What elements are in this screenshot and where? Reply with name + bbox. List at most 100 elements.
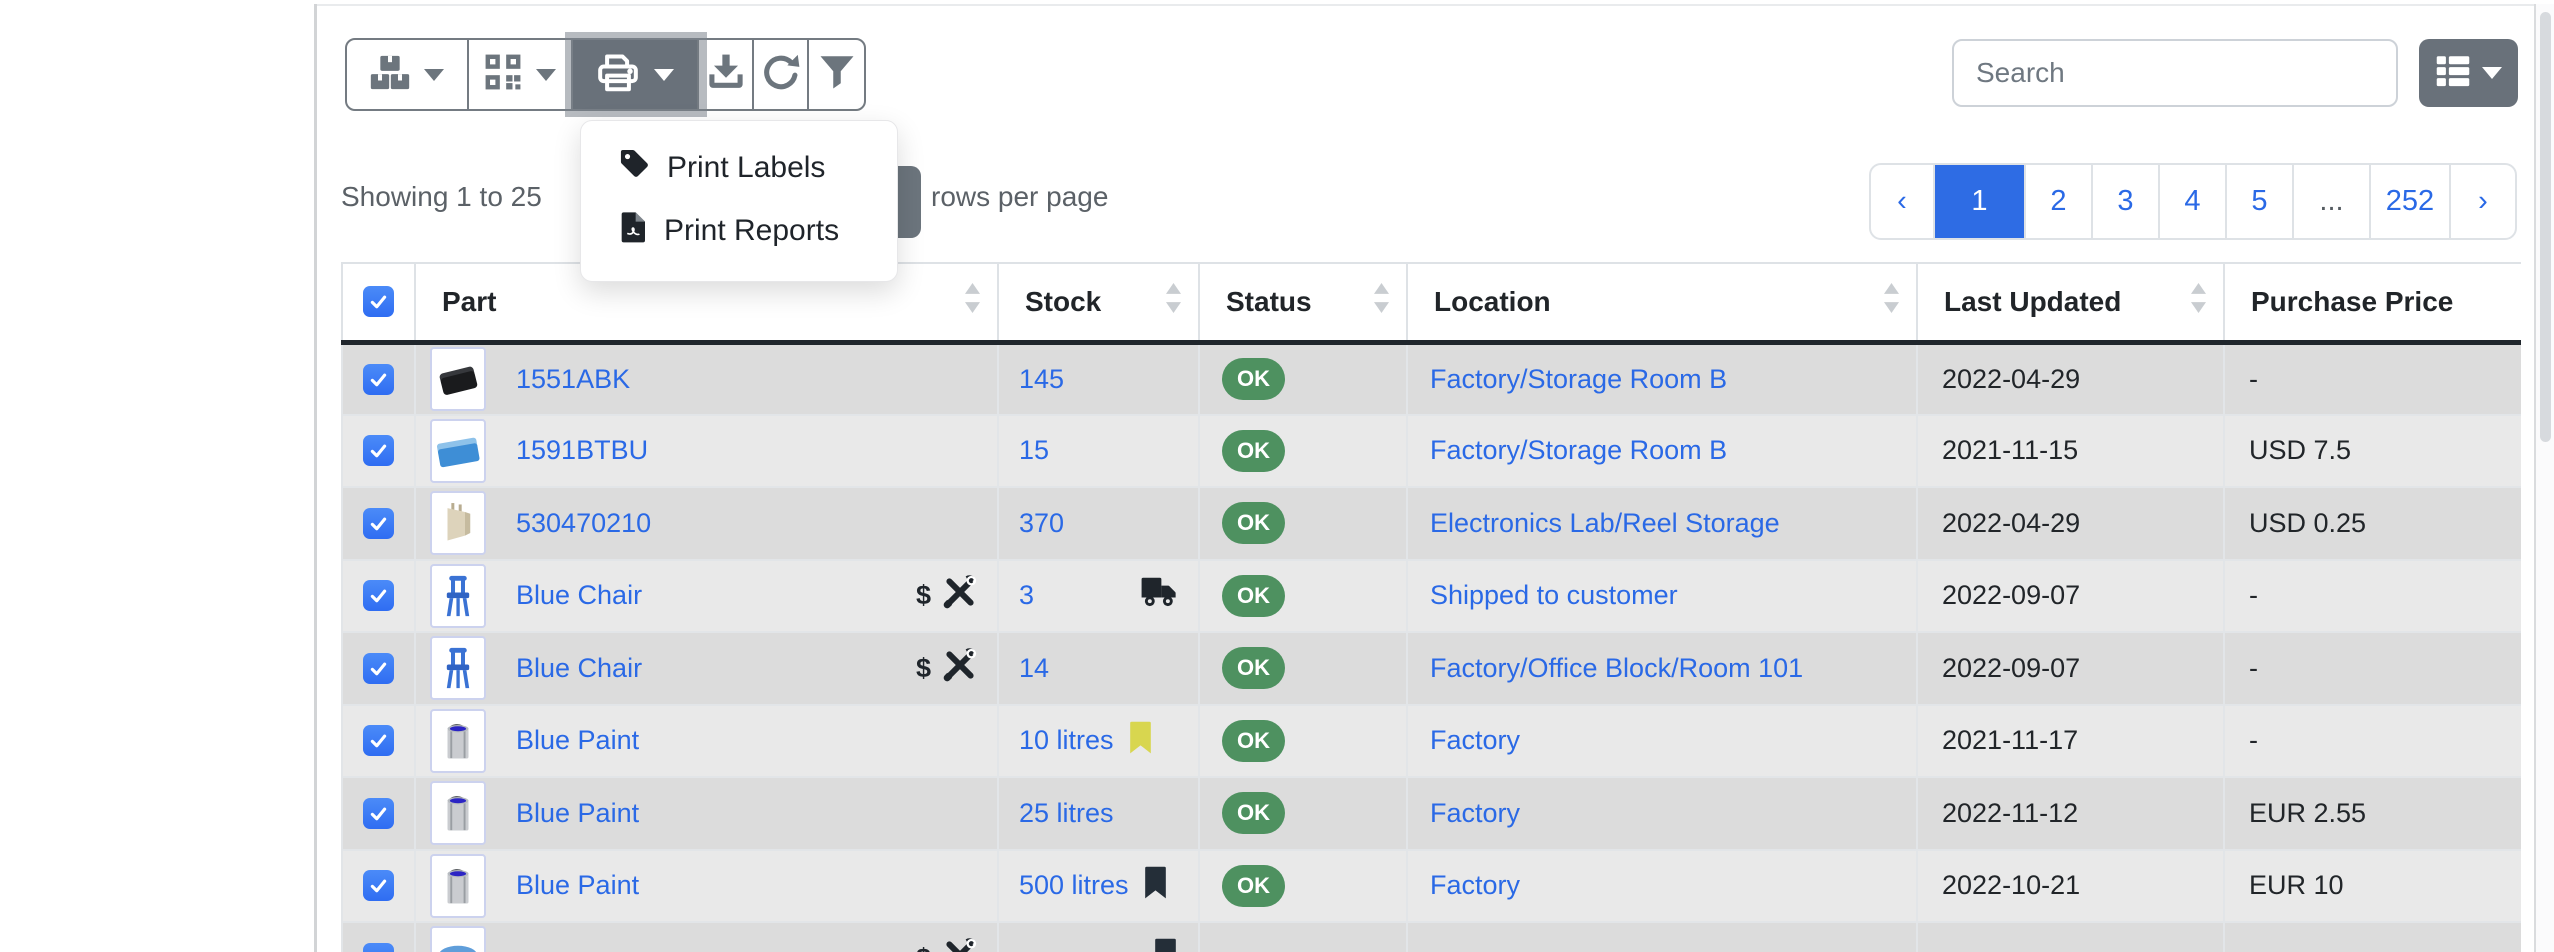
location-link[interactable]: Factory/Storage Room B <box>1430 363 1728 394</box>
part-thumbnail[interactable] <box>430 347 486 411</box>
last-updated-cell: 2022-11-12 <box>1916 776 2225 851</box>
truck-icon <box>1140 576 1178 615</box>
location-link[interactable]: Shipped to customer <box>1430 580 1678 611</box>
table-row: Blue Paint 10 litres OK Factory 2021-11-17- <box>341 703 2521 778</box>
location-link[interactable]: Factory <box>1430 725 1521 756</box>
header-location[interactable]: Location <box>1406 262 1918 345</box>
row-checkbox[interactable] <box>363 507 394 539</box>
qrcode-icon <box>484 53 522 96</box>
part-link[interactable]: Blue Chair <box>516 580 643 611</box>
header-stock[interactable]: Stock <box>997 262 1200 345</box>
row-checkbox[interactable] <box>363 580 394 612</box>
stock-link[interactable]: 3 <box>1019 580 1035 611</box>
stock-link[interactable]: 370 <box>1019 507 1065 538</box>
select-all-header <box>341 262 416 345</box>
printing-actions-button[interactable] <box>573 40 699 109</box>
row-checkbox[interactable] <box>363 725 394 757</box>
location-link[interactable]: Electronics Lab/Reel Storage <box>1430 507 1780 538</box>
download-button[interactable] <box>699 40 754 109</box>
purchase-price-cell: EUR 10 <box>2223 848 2521 923</box>
header-last-updated[interactable]: Last Updated <box>1916 262 2225 345</box>
scrollbar-thumb[interactable] <box>2540 12 2551 442</box>
purchase-price-cell: USD 0.25 <box>2223 486 2521 561</box>
row-checkbox[interactable] <box>363 652 394 684</box>
row-checkbox[interactable] <box>363 942 394 952</box>
location-link[interactable]: Factory <box>1430 797 1521 828</box>
sort-icon <box>1883 283 1900 320</box>
part-link[interactable]: Blue Paint <box>516 870 640 901</box>
pagination-page-4[interactable]: 4 <box>2160 165 2227 238</box>
menu-item-print-reports[interactable]: Print Reports <box>619 211 897 251</box>
refresh-button[interactable] <box>754 40 809 109</box>
location-link[interactable]: Factory <box>1430 870 1521 901</box>
part-thumbnail[interactable] <box>430 926 486 952</box>
stock-link[interactable]: 25 litres <box>1019 797 1114 828</box>
row-checkbox[interactable] <box>363 797 394 829</box>
stock-link[interactable]: 500 litres <box>1019 870 1129 901</box>
row-checkbox[interactable] <box>363 363 394 395</box>
filter-icon <box>819 54 855 95</box>
table-header-row: Part Stock Status Location Last Updated … <box>341 262 2521 345</box>
print-dropdown-menu: Print Labels Print Reports <box>580 120 898 282</box>
select-all-checkbox[interactable] <box>363 286 394 318</box>
part-thumbnail[interactable] <box>430 853 486 918</box>
stock-link[interactable]: 15 <box>1019 435 1050 466</box>
part-thumbnail[interactable] <box>430 708 486 773</box>
part-link[interactable]: 1591BTBU <box>516 435 649 466</box>
search-input[interactable] <box>1952 39 2398 107</box>
pagination-prev[interactable]: ‹ <box>1871 165 1935 238</box>
part-link[interactable]: Blue Chair <box>516 652 643 683</box>
pagination-next[interactable]: › <box>2478 185 2488 217</box>
printer-icon <box>596 52 640 97</box>
row-checkbox[interactable] <box>363 435 394 467</box>
pagination-page-3[interactable]: 3 <box>2093 165 2160 238</box>
menu-item-label: Print Reports <box>664 214 840 247</box>
stock-link[interactable]: 10 litres <box>1019 725 1114 756</box>
part-thumbnail[interactable] <box>430 781 486 846</box>
tools-icon <box>943 575 977 616</box>
showing-rows-text: Showing 1 to 25 <box>341 181 542 212</box>
columns-button[interactable] <box>2419 39 2518 107</box>
boxes-icon <box>370 54 410 96</box>
pagination-ellipsis: ... <box>2294 165 2371 238</box>
last-updated-cell <box>1916 921 2225 952</box>
part-link[interactable]: Blue Paint <box>516 725 640 756</box>
header-purchase-price[interactable]: Purchase Price <box>2223 262 2521 345</box>
barcode-actions-button[interactable] <box>469 40 573 109</box>
table-body: 1551ABK 145 OK Factory/Storage Room B 2022-0… <box>341 341 2521 952</box>
chevron-down-icon <box>424 68 444 81</box>
part-link[interactable]: Blue Paint <box>516 797 640 828</box>
location-link[interactable]: Factory/Office Block/Room 101 <box>1430 652 1804 683</box>
pagination-page-1[interactable]: 1 <box>1935 165 2026 238</box>
table-columns-icon <box>2435 54 2471 93</box>
part-thumbnail[interactable] <box>430 418 486 483</box>
menu-item-print-labels[interactable]: Print Labels <box>619 148 897 187</box>
scrollbar[interactable] <box>2534 4 2554 952</box>
table-row: Blue Chair $3 OK Shipped to customer 2022-09… <box>341 558 2521 633</box>
stock-link[interactable]: 145 <box>1019 363 1065 394</box>
purchase-price-cell: - <box>2223 631 2521 706</box>
tools-icon <box>943 648 977 689</box>
pagination-page-2[interactable]: 2 <box>2026 165 2093 238</box>
pagination-page-5[interactable]: 5 <box>2227 165 2294 238</box>
part-thumbnail[interactable] <box>430 491 486 556</box>
bookmark-dark-icon <box>1143 866 1168 906</box>
part-thumbnail[interactable] <box>430 636 486 701</box>
part-link[interactable]: 530470210 <box>516 507 652 538</box>
bookmark-dark-icon <box>1153 938 1178 952</box>
table-row: 1591BTBU 15 OK Factory/Storage Room B 2021-1… <box>341 413 2521 488</box>
header-status[interactable]: Status <box>1198 262 1408 345</box>
row-checkbox[interactable] <box>363 870 394 902</box>
pagination-page-252[interactable]: 252 <box>2371 165 2451 238</box>
filter-button[interactable] <box>809 40 864 109</box>
stock-link[interactable]: 14 <box>1019 652 1050 683</box>
part-thumbnail[interactable] <box>430 563 486 628</box>
last-updated-cell: 2022-09-07 <box>1916 558 2225 633</box>
status-badge: OK <box>1222 864 1285 907</box>
last-updated-cell: 2021-11-15 <box>1916 413 2225 488</box>
stock-options-button[interactable] <box>347 40 469 109</box>
part-link[interactable]: 1551ABK <box>516 363 631 394</box>
location-link[interactable]: Factory/Storage Room B <box>1430 435 1728 466</box>
chevron-down-icon <box>536 68 556 81</box>
last-updated-cell: 2022-04-29 <box>1916 486 2225 561</box>
